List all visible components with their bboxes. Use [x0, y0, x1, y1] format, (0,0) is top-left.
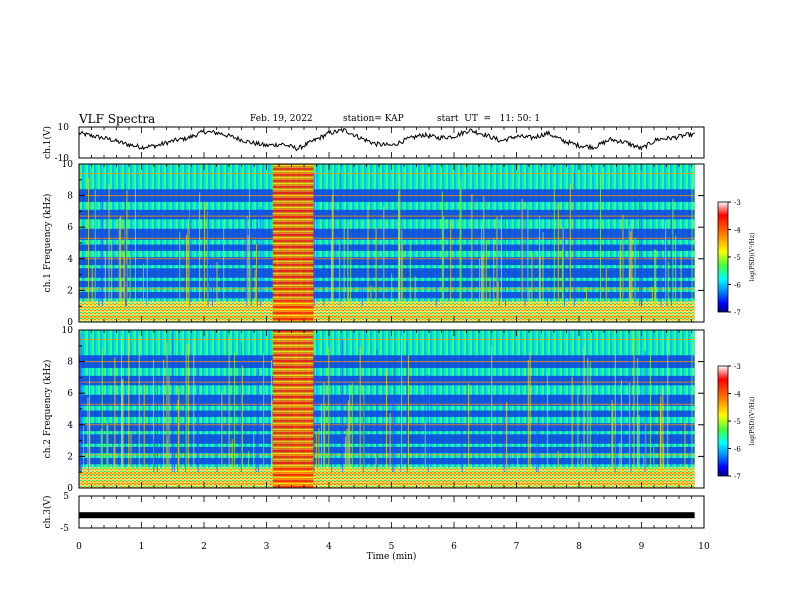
y-tick-label: 10 [58, 123, 70, 133]
ch2-spec-ylabel: ch.2 Frequency (kHz) [42, 360, 53, 459]
ch1-ylabel: ch.1(V) [42, 126, 53, 159]
colorbar-tick-label: -3 [734, 363, 741, 371]
x-tick-label: 2 [201, 542, 207, 552]
y-tick-label: 10 [62, 160, 74, 170]
colorbar-tick-label: -3 [734, 199, 741, 207]
y-tick-label: 2 [67, 286, 73, 296]
ch3-waveform-line [79, 512, 695, 519]
y-tick-label: 6 [67, 223, 73, 233]
ch1-spec-low-power-band [79, 228, 695, 240]
colorbar-tick-label: -4 [734, 391, 741, 399]
colorbar-tick-label: -5 [734, 418, 741, 426]
colorbar-tick-label: -6 [734, 282, 741, 290]
x-tick-label: 1 [139, 542, 145, 552]
y-tick-label: 5 [63, 492, 69, 502]
ch1-spec-low-power-band [79, 257, 695, 266]
start-time-label: start UT = 11: 50: 1 [437, 114, 541, 124]
ch1-spec-low-power-band [79, 280, 695, 288]
y-tick-label: 4 [67, 421, 73, 431]
ch1-spec-ylabel: ch.1 Frequency (kHz) [42, 194, 53, 293]
ch3-waveform-panel: 5 -5 ch.3(V) 0 1 2 3 4 5 6 7 8 9 10 Time (min) [42, 492, 710, 562]
x-tick-label: 0 [76, 542, 82, 552]
date-label: Feb. 19, 2022 [250, 114, 313, 124]
colorbar-gradient [717, 365, 729, 477]
ch1-spec-low-power-band [79, 291, 695, 299]
chart-title: VLF Spectra [79, 112, 156, 126]
x-tick-label: 4 [326, 542, 332, 552]
ch2-spectrogram-panel: 0 2 4 6 8 10 ch.2 Frequency (kHz) [42, 326, 705, 494]
ch1-spec-low-power-band [79, 209, 695, 220]
y-tick-label: -5 [60, 524, 69, 534]
x-tick-label: 5 [389, 542, 395, 552]
colorbar-tick-label: -4 [734, 227, 741, 235]
y-tick-label: 0 [67, 484, 73, 494]
colorbar-tick-label: -5 [734, 254, 741, 262]
x-axis-label: Time (min) [367, 551, 417, 562]
x-tick-label: 8 [576, 542, 582, 552]
y-tick-label: 10 [62, 326, 74, 336]
colorbar-ch2: -3 -4 -5 -6 -7 log(PSD)(V²/Hz) [717, 363, 756, 481]
y-tick-label: 0 [67, 318, 73, 328]
colorbar-ch1: -3 -4 -5 -6 -7 log(PSD)(V²/Hz) [717, 199, 756, 317]
y-tick-label: -10 [55, 154, 70, 164]
x-tick-label: 9 [639, 542, 645, 552]
colorbar-tick-label: -7 [734, 309, 741, 317]
ch2-spec-burst-block [272, 330, 314, 488]
colorbar-label: log(PSD)(V²/Hz) [749, 397, 756, 446]
ch1-waveform-line [78, 128, 695, 152]
colorbar-gradient [717, 201, 729, 313]
ch1-spec-low-frequency-band [79, 301, 695, 322]
colorbar-tick-label: -6 [734, 446, 741, 454]
y-tick-label: 8 [67, 192, 73, 202]
y-tick-label: 2 [67, 452, 73, 462]
x-tick-label: 10 [698, 542, 710, 552]
ch3-ylabel: ch.3(V) [42, 496, 53, 529]
x-tick-label: 7 [514, 542, 520, 552]
ch1-spec-low-power-band [79, 268, 695, 278]
colorbar-label: log(PSD)(V²/Hz) [749, 233, 756, 282]
y-tick-label: 8 [67, 358, 73, 368]
y-tick-label: 4 [67, 255, 73, 265]
y-tick-label: 6 [67, 389, 73, 399]
ch1-spectrogram-panel: 0 2 4 6 8 10 ch.1 Frequency (kHz) [42, 160, 705, 328]
x-tick-label: 6 [451, 542, 457, 552]
station-label: station= KAP [343, 114, 404, 124]
ch1-spec-burst-block [272, 164, 314, 322]
x-tick-label: 3 [264, 542, 270, 552]
ch1-spec-low-power-band [79, 244, 695, 251]
colorbar-tick-label: -7 [734, 473, 741, 481]
